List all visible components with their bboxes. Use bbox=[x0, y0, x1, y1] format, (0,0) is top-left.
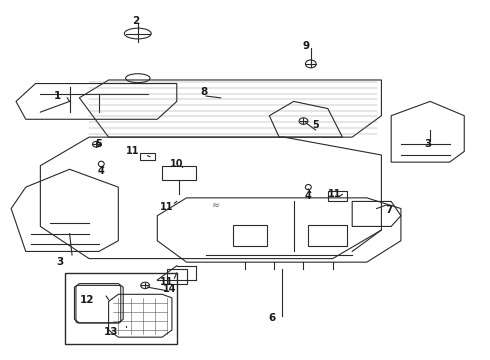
Text: 3: 3 bbox=[424, 139, 431, 149]
Text: 1: 1 bbox=[54, 91, 61, 101]
Bar bbox=[233, 225, 267, 246]
Text: 4: 4 bbox=[305, 191, 312, 201]
Bar bbox=[65, 273, 177, 344]
Text: 11: 11 bbox=[126, 147, 140, 157]
Text: 2: 2 bbox=[132, 16, 139, 26]
Bar bbox=[308, 225, 347, 246]
Text: 11: 11 bbox=[160, 202, 174, 212]
Text: 4: 4 bbox=[98, 166, 105, 176]
Text: 5: 5 bbox=[96, 139, 102, 149]
Text: 8: 8 bbox=[200, 87, 207, 98]
Text: 3: 3 bbox=[56, 257, 64, 267]
Text: 6: 6 bbox=[268, 312, 275, 323]
Text: 11: 11 bbox=[328, 189, 342, 199]
Text: 7: 7 bbox=[385, 205, 392, 215]
Text: 10: 10 bbox=[170, 159, 184, 169]
Text: 5: 5 bbox=[312, 120, 319, 130]
Text: 11: 11 bbox=[160, 277, 174, 287]
Text: 9: 9 bbox=[302, 41, 310, 51]
Text: 12: 12 bbox=[79, 295, 94, 305]
Text: 13: 13 bbox=[104, 327, 118, 337]
Text: 14: 14 bbox=[163, 284, 176, 294]
Text: ≈: ≈ bbox=[212, 200, 220, 210]
